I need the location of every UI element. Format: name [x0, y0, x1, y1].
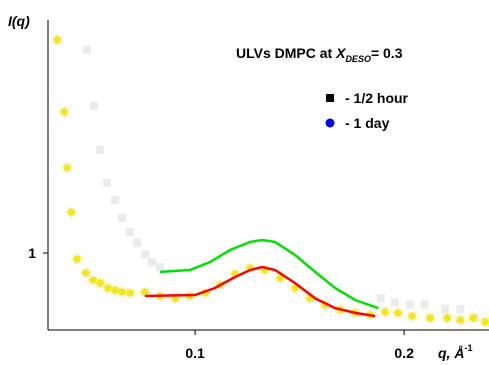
data-point	[424, 312, 436, 324]
data-point	[103, 179, 112, 188]
data-point	[148, 258, 157, 267]
x-tick-label: 0.2	[394, 345, 414, 361]
fit-line	[144, 265, 376, 318]
data-point	[479, 316, 489, 328]
data-point	[390, 298, 399, 307]
x-label-text: q, Å	[438, 345, 464, 361]
data-point	[392, 307, 404, 319]
title-text: ULVs DMPC at	[236, 45, 336, 61]
data-point	[376, 294, 385, 303]
data-point	[94, 277, 106, 289]
data-point	[109, 284, 121, 296]
x-label-sup: -1	[464, 343, 472, 353]
y-tick-label: 1	[28, 245, 36, 261]
chart-title: ULVs DMPC at XDESO= 0.3	[236, 45, 403, 64]
data-point	[65, 206, 77, 218]
x-tick-label: 0.1	[185, 345, 205, 361]
data-point	[80, 267, 92, 279]
data-point	[118, 214, 127, 223]
data-point	[96, 146, 105, 155]
data-point	[51, 34, 63, 46]
data-point	[61, 162, 73, 174]
legend-marker	[325, 118, 335, 128]
legend-marker	[326, 94, 334, 102]
x-axis-label: q, Å-1	[438, 343, 472, 361]
data-point	[71, 253, 83, 265]
y-axis-label: I(q)	[8, 13, 30, 29]
data-point	[133, 238, 142, 247]
data-point	[379, 306, 391, 318]
data-point	[89, 102, 98, 111]
data-point	[141, 250, 150, 259]
data-point	[58, 106, 70, 118]
title-symbol: X	[335, 45, 347, 61]
data-point	[116, 286, 128, 298]
data-point	[441, 312, 453, 324]
data-point	[83, 45, 92, 54]
data-point	[467, 312, 479, 324]
title-subscript: DESO	[345, 54, 371, 64]
title-suffix: = 0.3	[371, 45, 403, 61]
data-point	[155, 263, 164, 272]
legend-label: - 1 day	[345, 115, 390, 131]
data-point	[456, 304, 465, 313]
data-point	[420, 300, 429, 309]
data-point	[406, 310, 418, 322]
data-point	[440, 304, 449, 313]
data-point	[124, 287, 136, 299]
legend-label: - 1/2 hour	[345, 90, 409, 106]
data-point	[454, 314, 466, 326]
data-point	[406, 300, 415, 309]
data-point	[126, 227, 135, 236]
data-point	[102, 282, 114, 294]
fit-line	[159, 238, 379, 310]
data-point	[111, 196, 120, 205]
